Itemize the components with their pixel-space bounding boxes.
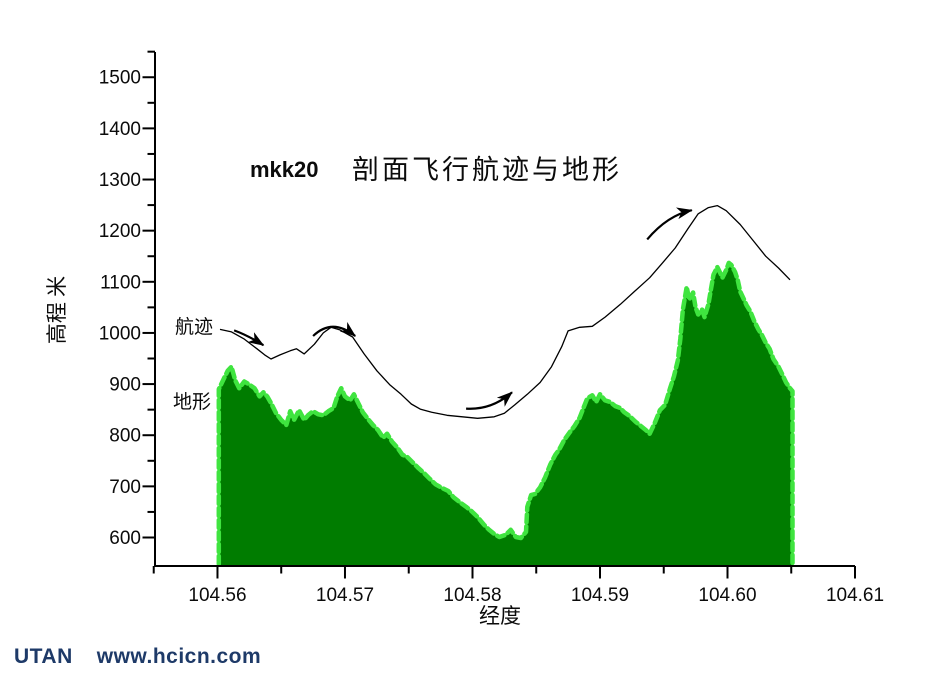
terrain-series: [216, 260, 795, 567]
x-axis-title: 经度: [479, 604, 521, 628]
flight-path: [219, 204, 791, 419]
chart-title: mkk20 剖面飞行航迹与地形: [250, 155, 622, 185]
y-axis-ticks: [142, 50, 155, 539]
x-tick-label: 104.61: [826, 585, 884, 606]
x-tick-label: 104.58: [443, 585, 501, 606]
chart-title-prefix: mkk20: [250, 157, 319, 182]
flight-track-label: 航迹: [175, 316, 213, 338]
flight-arrow: [466, 391, 513, 410]
y-tick-label: 1000: [99, 323, 141, 344]
y-tick-label: 1200: [99, 221, 141, 242]
y-tick-label: 1500: [99, 68, 141, 89]
y-tick-label: 600: [109, 528, 141, 549]
website-url: www.hcicn.com: [96, 645, 262, 668]
terrain-fill: [218, 262, 793, 565]
terrain-label: 地形: [173, 391, 211, 413]
x-tick-label: 104.59: [571, 585, 629, 606]
chart-title-main: 剖面飞行航迹与地形: [352, 155, 622, 185]
y-tick-label: 900: [109, 375, 141, 396]
flight-track-series: [219, 204, 791, 419]
flight-arrow: [312, 321, 356, 337]
watermark: UTAN www.hcicn.com: [14, 645, 261, 669]
flight-arrow: [646, 207, 693, 241]
flight-arrow: [233, 329, 265, 347]
y-axis-title: 高程 米: [45, 276, 69, 344]
brand-text: UTAN: [14, 645, 73, 668]
y-tick-label: 700: [109, 477, 141, 498]
flight-direction-arrows: [233, 207, 693, 410]
y-tick-label: 1100: [100, 272, 141, 293]
x-tick-label: 104.57: [316, 585, 374, 606]
y-axis-tick-labels: 600 700 800 900 1000 1100 1200 1300 1400 1500: [99, 68, 141, 549]
y-tick-label: 800: [109, 426, 141, 447]
terrain-edge: [216, 260, 795, 567]
axes: [154, 52, 855, 567]
x-axis-tick-labels: 104.56 104.57 104.58 104.59 104.60 104.61: [188, 585, 884, 606]
x-axis-ticks: [152, 566, 856, 579]
y-tick-label: 1400: [99, 119, 141, 140]
x-tick-label: 104.56: [188, 585, 246, 606]
x-tick-label: 104.60: [698, 585, 756, 606]
y-tick-label: 1300: [99, 170, 141, 191]
